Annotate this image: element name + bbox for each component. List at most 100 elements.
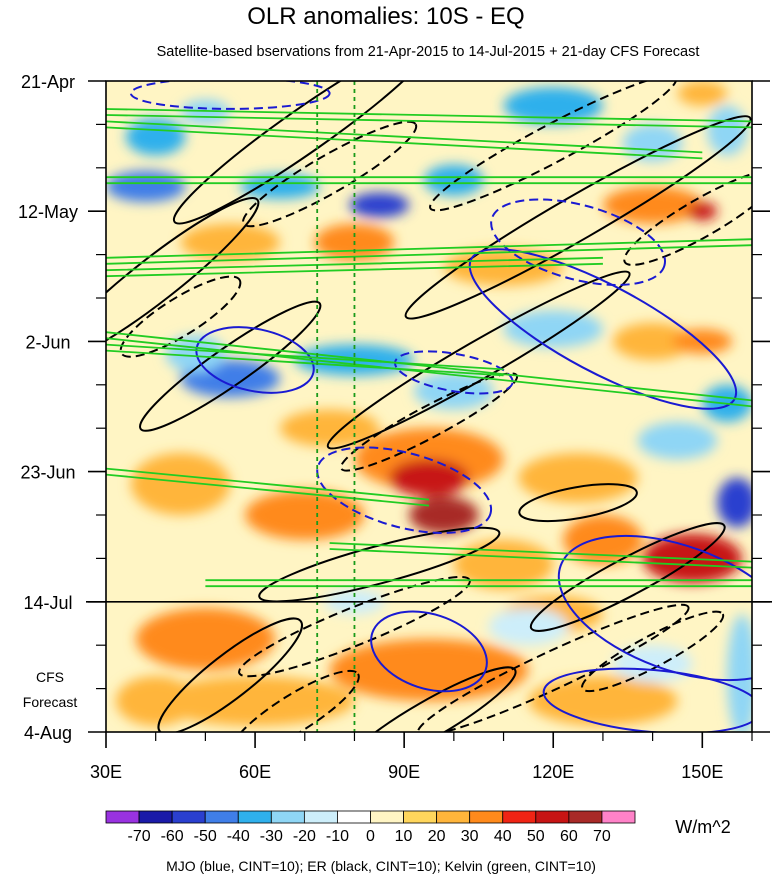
anomaly-blob-2 <box>180 99 231 125</box>
anomaly-blob-30 <box>637 422 718 460</box>
anomaly-blob-0 <box>125 118 186 156</box>
x-tick-label-4: 150E <box>681 762 723 782</box>
colorbar-swatch-4 <box>237 810 272 824</box>
anomaly-field <box>106 81 752 732</box>
colorbar-swatch-0 <box>105 810 140 824</box>
y-axis: 21-Apr 12-May 2-Jun 23-Jun 14-Jul 4-Aug <box>18 72 770 743</box>
colorbar-swatch-10 <box>436 810 471 824</box>
colorbar-label-3: -40 <box>227 828 250 845</box>
anomaly-blob-27 <box>245 490 365 540</box>
anomaly-blob-33 <box>563 515 643 565</box>
anomaly-blob-34 <box>453 539 554 590</box>
kelvin-band-0 <box>106 108 752 129</box>
colorbar-swatch-11 <box>469 810 504 824</box>
colorbar-swatch-15 <box>601 810 636 824</box>
forecast-label-line2: Forecast <box>23 694 78 710</box>
er-contour-5 <box>518 483 638 523</box>
y-tick-label-0: 21-Apr <box>21 72 75 92</box>
colorbar-swatch-9 <box>403 810 438 824</box>
er-contour-9 <box>341 666 517 732</box>
y-tick-label-2: 2-Jun <box>25 332 70 352</box>
er-contour-6 <box>258 526 501 603</box>
y-tick-label-5: 4-Aug <box>24 723 72 743</box>
anomaly-blob-45 <box>727 614 752 732</box>
colorbar-unit: W/m^2 <box>675 817 730 837</box>
mjo-contour-3 <box>370 610 488 693</box>
anomaly-blob-4 <box>349 192 410 218</box>
er-contour-2 <box>404 115 752 320</box>
x-tick-label-0: 30E <box>90 762 122 782</box>
mjo-contour-6 <box>490 198 667 286</box>
forecast-label-line1: CFS <box>36 669 64 685</box>
kelvin-band-6 <box>106 343 504 377</box>
anomaly-blob-25 <box>389 459 469 497</box>
anomaly-blob-42 <box>488 608 569 646</box>
anomaly-blob-36 <box>135 608 275 670</box>
anomaly-blob-7 <box>622 124 683 162</box>
kelvin-band-8 <box>329 542 752 569</box>
er-contour-10 <box>242 120 418 228</box>
colorbar-label-12: 50 <box>527 828 545 845</box>
colorbar-label-8: 10 <box>395 828 413 845</box>
chart-title: OLR anomalies: 10S - EQ <box>247 3 524 30</box>
colorbar-swatch-12 <box>502 810 537 824</box>
er-contour-13 <box>623 168 752 266</box>
plot-area <box>106 81 752 732</box>
colorbar-swatch-8 <box>370 810 404 824</box>
anomaly-blob-21 <box>672 329 733 354</box>
anomaly-blob-29 <box>518 453 638 503</box>
colorbar: -70 -60 -50 -40 -30 -20 -10 0 10 20 30 40 50 60 70 <box>105 810 636 845</box>
kelvin-band-4 <box>106 256 603 278</box>
colorbar-label-9: 20 <box>428 828 446 845</box>
colorbar-swatch-6 <box>303 810 338 824</box>
colorbar-label-4: -30 <box>260 828 283 845</box>
y-tick-label-3: 23-Jun <box>20 463 75 483</box>
mjo-contour-8 <box>316 446 493 534</box>
anomaly-blob-17 <box>165 335 226 373</box>
kelvin-band-1 <box>106 176 752 185</box>
colorbar-swatch-3 <box>204 810 239 824</box>
anomaly-blob-8 <box>707 105 748 156</box>
mjo-contour-2 <box>557 534 752 682</box>
colorbar-swatch-7 <box>337 810 371 824</box>
anomaly-blob-38 <box>329 639 529 701</box>
colorbar-label-6: -10 <box>326 828 349 845</box>
anomaly-blob-31 <box>717 477 752 528</box>
y-tick-label-1: 12-May <box>18 202 78 222</box>
colorbar-label-1: -60 <box>161 828 184 845</box>
er-contour-11 <box>429 81 678 212</box>
colorbar-label-0: -70 <box>128 828 151 845</box>
colorbar-label-5: -20 <box>293 828 316 845</box>
anomaly-blob-1 <box>106 170 186 202</box>
chart-subtitle: Satellite-based bservations from 21-Apr-… <box>157 44 700 60</box>
er-contour-16 <box>416 603 690 732</box>
kelvin-band-9 <box>205 579 752 588</box>
er-contour-4 <box>326 270 631 450</box>
anomaly-blob-6 <box>503 87 603 125</box>
plot-frame <box>105 80 753 733</box>
mjo-contour-5 <box>129 81 331 110</box>
er-contour-17 <box>229 669 360 732</box>
anomaly-blob-40 <box>155 676 355 726</box>
colorbar-label-10: 30 <box>461 828 479 845</box>
colorbar-label-11: 40 <box>494 828 512 845</box>
anomaly-blob-11 <box>687 201 718 221</box>
colorbar-swatch-1 <box>138 810 173 824</box>
anomaly-blob-9 <box>677 81 728 106</box>
colorbar-swatch-14 <box>568 810 603 824</box>
anomaly-blob-28 <box>130 453 231 515</box>
footer-legend: MJO (blue, CINT=10); ER (black, CINT=10)… <box>166 858 596 874</box>
kelvin-band-2 <box>106 120 703 160</box>
colorbar-label-14: 70 <box>593 828 611 845</box>
y-tick-label-4: 14-Jul <box>23 593 72 613</box>
x-tick-label-1: 60E <box>239 762 271 782</box>
colorbar-label-13: 60 <box>560 828 578 845</box>
anomaly-blob-5 <box>424 164 484 196</box>
anomaly-blob-46 <box>115 676 196 726</box>
er-contour-12 <box>119 275 242 358</box>
colorbar-swatch-5 <box>270 810 305 824</box>
colorbar-swatch-13 <box>535 810 570 824</box>
x-tick-label-3: 120E <box>532 762 574 782</box>
er-contour-7 <box>529 522 726 632</box>
